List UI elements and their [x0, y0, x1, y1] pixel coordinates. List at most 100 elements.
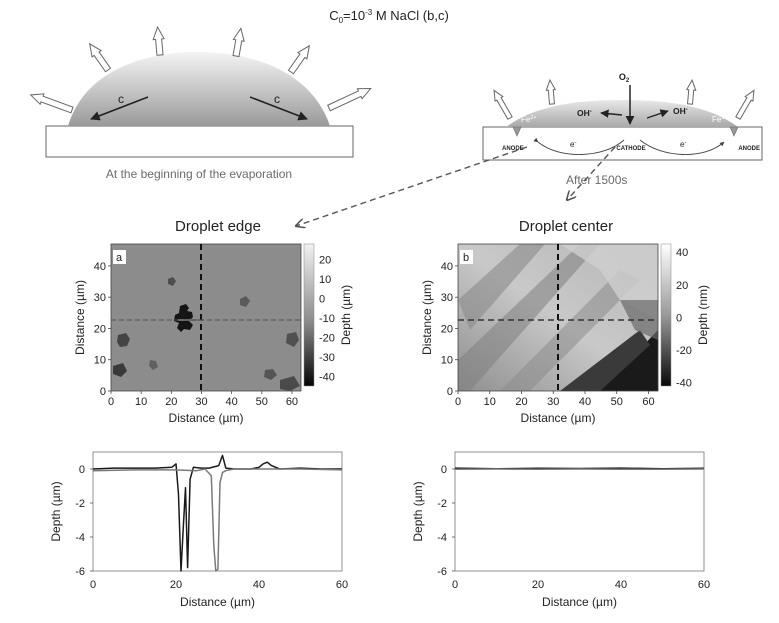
x-tick-label: 10 — [484, 396, 496, 408]
y-tick-label: -2 — [75, 498, 85, 510]
colorbar-tick-label: 10 — [319, 274, 331, 286]
hydroxide-arrow-left — [600, 109, 623, 118]
y-tick-label: 40 — [441, 261, 453, 273]
x-tick-label: 60 — [286, 396, 298, 408]
iron-ion-right: Fe2+ — [712, 115, 728, 124]
colorbar-tick-label: -10 — [319, 313, 335, 325]
map-a-surface — [111, 244, 301, 391]
dark-band-2 — [458, 244, 600, 391]
y-tick-label: -2 — [437, 498, 447, 510]
profile-center-chart: 0 -2 -4 -6 0 20 40 60 Distance (µm) Depth (µm) — [411, 451, 710, 609]
pit-feature-8 — [149, 360, 158, 370]
pit-feature-1 — [174, 304, 193, 332]
evaporation-arrow — [287, 44, 311, 75]
colorbar-tick-label: 20 — [319, 255, 331, 267]
caption-after: After 1500s — [566, 173, 627, 187]
colorbar-tick-label: -40 — [676, 378, 692, 390]
evaporation-arrows-after — [493, 78, 755, 120]
colorbar-tick-label: 20 — [676, 280, 688, 292]
axes-map-b: 0 10 20 30 40 50 60 0 10 20 30 40 Distance (µm) Dista… — [420, 247, 710, 425]
y-axis-label: Depth (µm) — [411, 481, 425, 541]
flux-label-left: c — [118, 92, 124, 106]
colorbar-label: Depth (µm) — [339, 285, 353, 345]
x-tick-label: 40 — [615, 579, 627, 591]
anode-pit-left — [512, 126, 522, 137]
panel-label-a: a — [116, 252, 123, 264]
plot-area — [92, 451, 343, 572]
colorbar-tick-label: -30 — [319, 352, 335, 364]
x-axis-label: Distance (µm) — [169, 411, 244, 425]
y-tick-label: -4 — [75, 532, 85, 544]
colorbar-tick-label: -40 — [319, 371, 335, 383]
substrate-left — [45, 125, 354, 158]
y-tick-label: -6 — [75, 566, 85, 578]
x-axis-label: Distance (µm) — [542, 595, 617, 609]
iron-ion-left: Fe2+ — [521, 115, 537, 124]
y-axis-label: Distance (µm) — [73, 280, 87, 355]
profile-line-1 — [92, 454, 342, 572]
colorbar-a — [303, 243, 315, 387]
x-tick-label: 0 — [455, 396, 461, 408]
evaporation-arrow — [88, 42, 112, 73]
evaporation-arrow — [327, 88, 372, 112]
anode-label-left: ANODE — [502, 146, 524, 152]
condition-title: C0=10-3 M NaCl (b,c) — [329, 8, 449, 25]
y-tick-label: 20 — [441, 323, 453, 335]
plot-area — [454, 451, 705, 572]
hydroxide-right: OH- — [673, 106, 688, 116]
dark-band-1 — [458, 244, 545, 330]
y-tick-label: 0 — [447, 386, 453, 398]
axes-map-a: 0 10 20 30 40 50 60 0 10 20 30 40 Distance (µm) Dista… — [73, 255, 353, 425]
evaporation-arrows — [29, 25, 372, 114]
x-tick-label: 30 — [547, 396, 559, 408]
x-tick-label: 60 — [336, 579, 348, 591]
x-tick-label: 40 — [253, 579, 265, 591]
evaporation-arrow — [29, 93, 74, 114]
y-tick-label: -4 — [437, 532, 447, 544]
pit-feature-6 — [168, 277, 176, 286]
pit-feature-2 — [117, 333, 130, 347]
y-axis-label: Distance (µm) — [420, 280, 434, 355]
pit-feature-4 — [286, 332, 299, 347]
flux-label-right: c — [274, 92, 280, 106]
y-tick-label: 10 — [94, 355, 106, 367]
pit-feature-5 — [240, 296, 250, 307]
substrate-right — [482, 126, 763, 161]
x-axis-label: Distance (µm) — [521, 411, 596, 425]
pointer-to-center — [567, 146, 616, 200]
colorbar-tick-label: 0 — [676, 312, 682, 324]
profile-line-2 — [92, 468, 343, 572]
y-tick-label: 0 — [100, 386, 106, 398]
caption-beginning: At the beginning of the evaporation — [106, 167, 292, 181]
electron-left: e- — [570, 140, 576, 149]
hydroxide-arrow-right — [646, 109, 669, 119]
colorbar-tick-label: 40 — [676, 247, 688, 259]
x-tick-label: 0 — [452, 579, 458, 591]
y-tick-label: 30 — [441, 292, 453, 304]
evaporation-arrow — [545, 78, 557, 105]
title-droplet-center: Droplet center — [519, 218, 613, 235]
evaporation-arrow — [152, 25, 165, 56]
evaporation-arrow — [685, 78, 697, 105]
x-tick-label: 20 — [165, 396, 177, 408]
droplet-left — [68, 52, 330, 126]
x-tick-label: 40 — [226, 396, 238, 408]
evaporation-arrow — [735, 89, 755, 120]
y-tick-label: 0 — [441, 464, 447, 476]
anode-label-right: ANODE — [738, 146, 760, 152]
pointer-to-edge — [296, 146, 528, 226]
colorbar-label: Depth (nm) — [696, 285, 710, 345]
evaporation-arrow — [493, 89, 513, 120]
x-tick-label: 20 — [170, 579, 182, 591]
y-tick-label: 30 — [94, 292, 106, 304]
y-tick-label: 0 — [79, 464, 85, 476]
y-tick-label: 40 — [94, 261, 106, 273]
map-a-panel: a 0 10 20 30 40 50 60 0 10 20 30 40 Distance (µm) Dis… — [73, 243, 353, 425]
x-tick-label: 50 — [256, 396, 268, 408]
electron-path-right — [639, 139, 725, 155]
colorbar-tick-label: 0 — [319, 293, 325, 305]
electron-path-left — [533, 137, 625, 155]
pit-feature-7 — [264, 369, 277, 380]
colorbar-tick-label: -20 — [319, 332, 335, 344]
